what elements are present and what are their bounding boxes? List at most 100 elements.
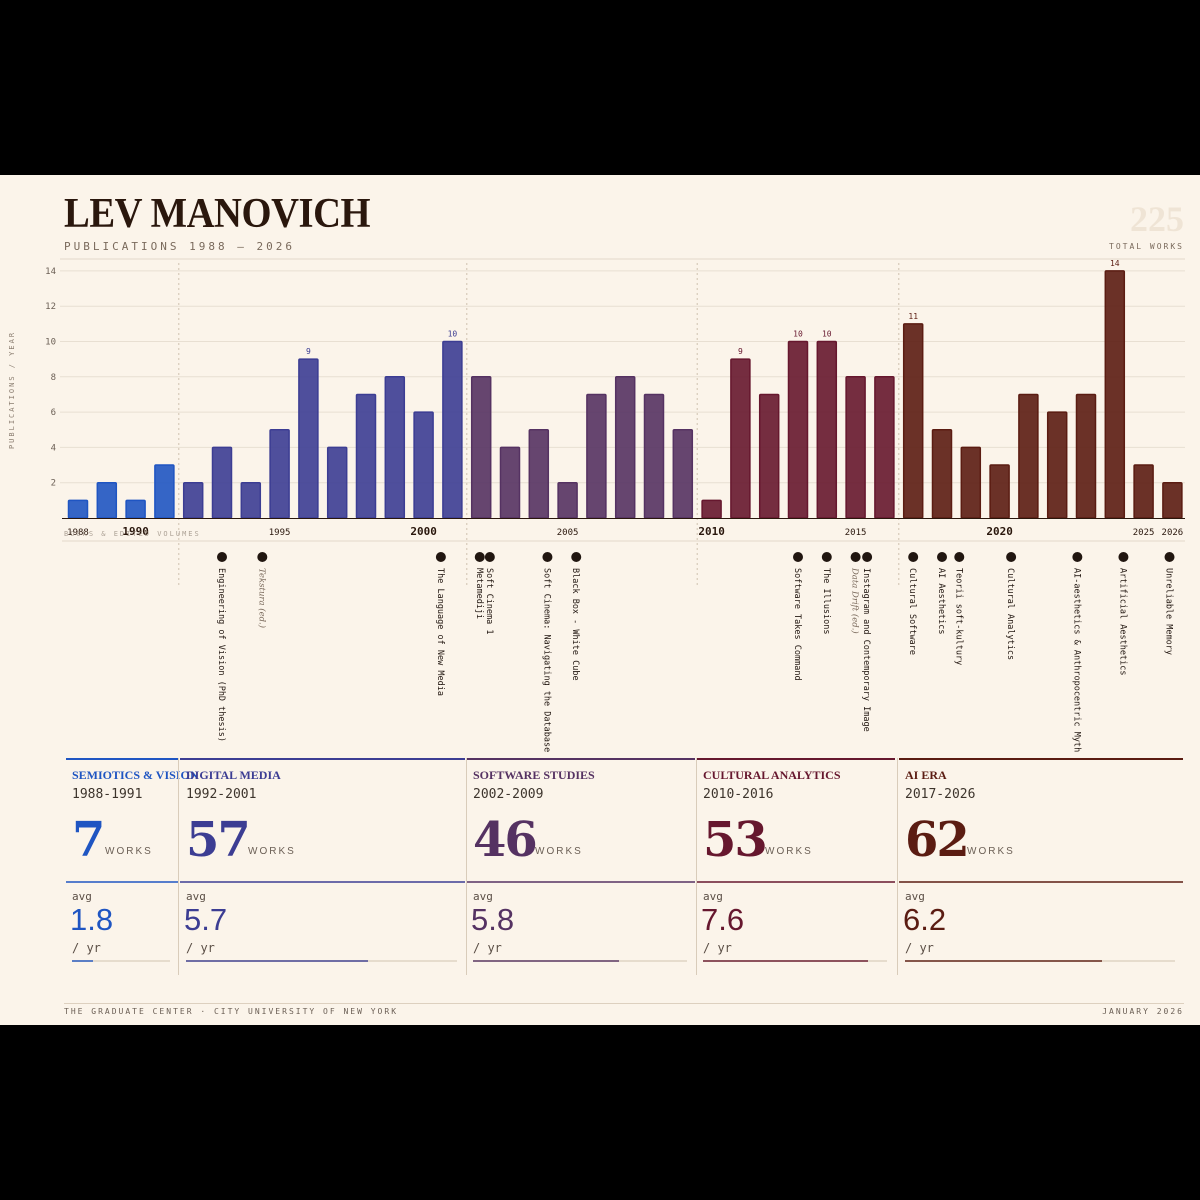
bar-2015 — [845, 376, 866, 519]
era-avg-value: 5.8 — [471, 902, 515, 937]
era-mid-rule — [66, 881, 178, 883]
bar-2018 — [931, 429, 953, 519]
era-avg-value: 1.8 — [70, 902, 114, 937]
y-tick-label: 6 — [51, 408, 56, 418]
bar-1988 — [67, 499, 89, 519]
bar-2023 — [1075, 393, 1097, 519]
era-works-count: 7 — [72, 812, 105, 868]
bar-2003 — [499, 446, 521, 519]
x-tick-label-1988: 1988 — [67, 528, 89, 538]
era-panel: DIGITAL MEDIA 1992-2001 57 WORKS avg 5.7 / yr — [180, 758, 465, 975]
bar-2020 — [989, 464, 1010, 519]
bar-1998 — [355, 393, 377, 519]
era-range: 1988-1991 — [72, 787, 143, 802]
era-name: SEMIOTICS & VISION — [72, 768, 199, 782]
era-divider — [466, 758, 467, 975]
era-avg-label: avg — [72, 890, 92, 903]
bar-1992 — [182, 481, 204, 519]
era-works-count: 62 — [905, 812, 970, 868]
x-tick-label-2026: 2026 — [1162, 528, 1184, 538]
bar-2005 — [557, 481, 578, 519]
era-top-rule — [697, 758, 895, 760]
book-marker — [908, 552, 919, 562]
book-marker — [435, 552, 446, 562]
book-title: The Illusions — [821, 568, 831, 635]
era-divider — [178, 758, 179, 975]
era-avg-label: avg — [703, 890, 723, 903]
bar-2002 — [470, 376, 492, 519]
x-tick-label-1990: 1990 — [122, 525, 149, 538]
era-range: 2002-2009 — [473, 787, 544, 802]
era-avg-bar-fill — [905, 960, 1102, 962]
bar-2026 — [1162, 481, 1183, 519]
era-name: CULTURAL ANALYTICS — [703, 768, 841, 782]
footer-date: JANUARY 2026 — [1102, 1007, 1184, 1016]
era-mid-rule — [467, 881, 695, 883]
book-marker — [793, 552, 803, 562]
bar-1999 — [384, 376, 406, 519]
bar-2017 — [902, 323, 924, 519]
x-tick-label-2015: 2015 — [845, 528, 867, 538]
bar-2006 — [586, 393, 607, 519]
book-marker — [1006, 552, 1017, 562]
bar-1989 — [96, 481, 118, 519]
y-tick-label: 8 — [51, 373, 56, 383]
book-title: Instagram and Contemporary Image — [861, 568, 871, 732]
era-per-year-label: / yr — [703, 941, 732, 955]
era-top-rule — [66, 758, 178, 760]
book-marker — [257, 552, 268, 562]
book-marker — [1118, 552, 1129, 562]
era-top-rule — [180, 758, 465, 760]
bar-2007 — [614, 376, 636, 519]
era-avg-label: avg — [905, 890, 925, 903]
bar-2012 — [758, 393, 780, 519]
bar-2013 — [787, 340, 809, 519]
bar-2024 — [1104, 270, 1126, 519]
book-title: Cultural Analytics — [1005, 568, 1015, 660]
bar-1994 — [240, 481, 262, 519]
book-marker — [542, 552, 553, 562]
era-range: 1992-2001 — [186, 787, 257, 802]
era-works-count: 53 — [703, 812, 768, 868]
x-tick-label-2010: 2010 — [698, 525, 725, 538]
y-tick-label: 14 — [45, 267, 56, 277]
era-per-year-label: / yr — [473, 941, 502, 955]
era-divider — [696, 758, 697, 975]
bar-2001 — [442, 340, 463, 519]
page-title: LEV MANOVICH — [64, 191, 371, 237]
book-marker — [571, 552, 582, 562]
bar-2004 — [528, 429, 550, 519]
era-avg-value: 7.6 — [701, 902, 745, 937]
era-name: SOFTWARE STUDIES — [473, 768, 595, 782]
book-title: Software Takes Command — [792, 568, 802, 681]
bar-2014 — [816, 340, 838, 519]
era-divider — [897, 758, 898, 975]
bar-2019 — [960, 446, 982, 519]
book-marker — [474, 552, 485, 562]
era-works-count: 57 — [186, 812, 251, 868]
era-avg-bar-fill — [703, 960, 868, 962]
book-marker — [217, 552, 227, 562]
data-label-2017: 11 — [908, 312, 918, 321]
bar-2022 — [1046, 411, 1068, 519]
era-per-year-label: / yr — [905, 941, 934, 955]
publications-chart: 2 4 6 8 10 12 14 PUBLICATIONS / YEAR 9 10 9 10 10 11 1… — [8, 258, 1185, 752]
book-marker — [937, 552, 947, 562]
data-label-2001: 10 — [448, 330, 458, 339]
x-tick-label-2025: 2025 — [1133, 528, 1155, 538]
book-title: Cultural Software — [907, 568, 917, 655]
era-avg-bar-track — [72, 960, 170, 962]
era-mid-rule — [697, 881, 895, 883]
timeline-label: BOOKS & EDITED VOLUMES — [64, 530, 201, 538]
era-avg-bar-track — [186, 960, 457, 962]
era-name: DIGITAL MEDIA — [186, 768, 281, 782]
y-tick-label: 2 — [51, 479, 56, 489]
era-works-label: WORKS — [765, 846, 813, 857]
bar-2016 — [874, 376, 895, 519]
book-title: Metamediji — [474, 568, 484, 619]
era-avg-label: avg — [186, 890, 206, 903]
era-avg-bar-track — [473, 960, 687, 962]
era-per-year-label: / yr — [72, 941, 101, 955]
era-panel: SEMIOTICS & VISION 1988-1991 7 WORKS avg 1.8 /… — [66, 758, 198, 975]
y-tick-label: 10 — [45, 338, 56, 348]
